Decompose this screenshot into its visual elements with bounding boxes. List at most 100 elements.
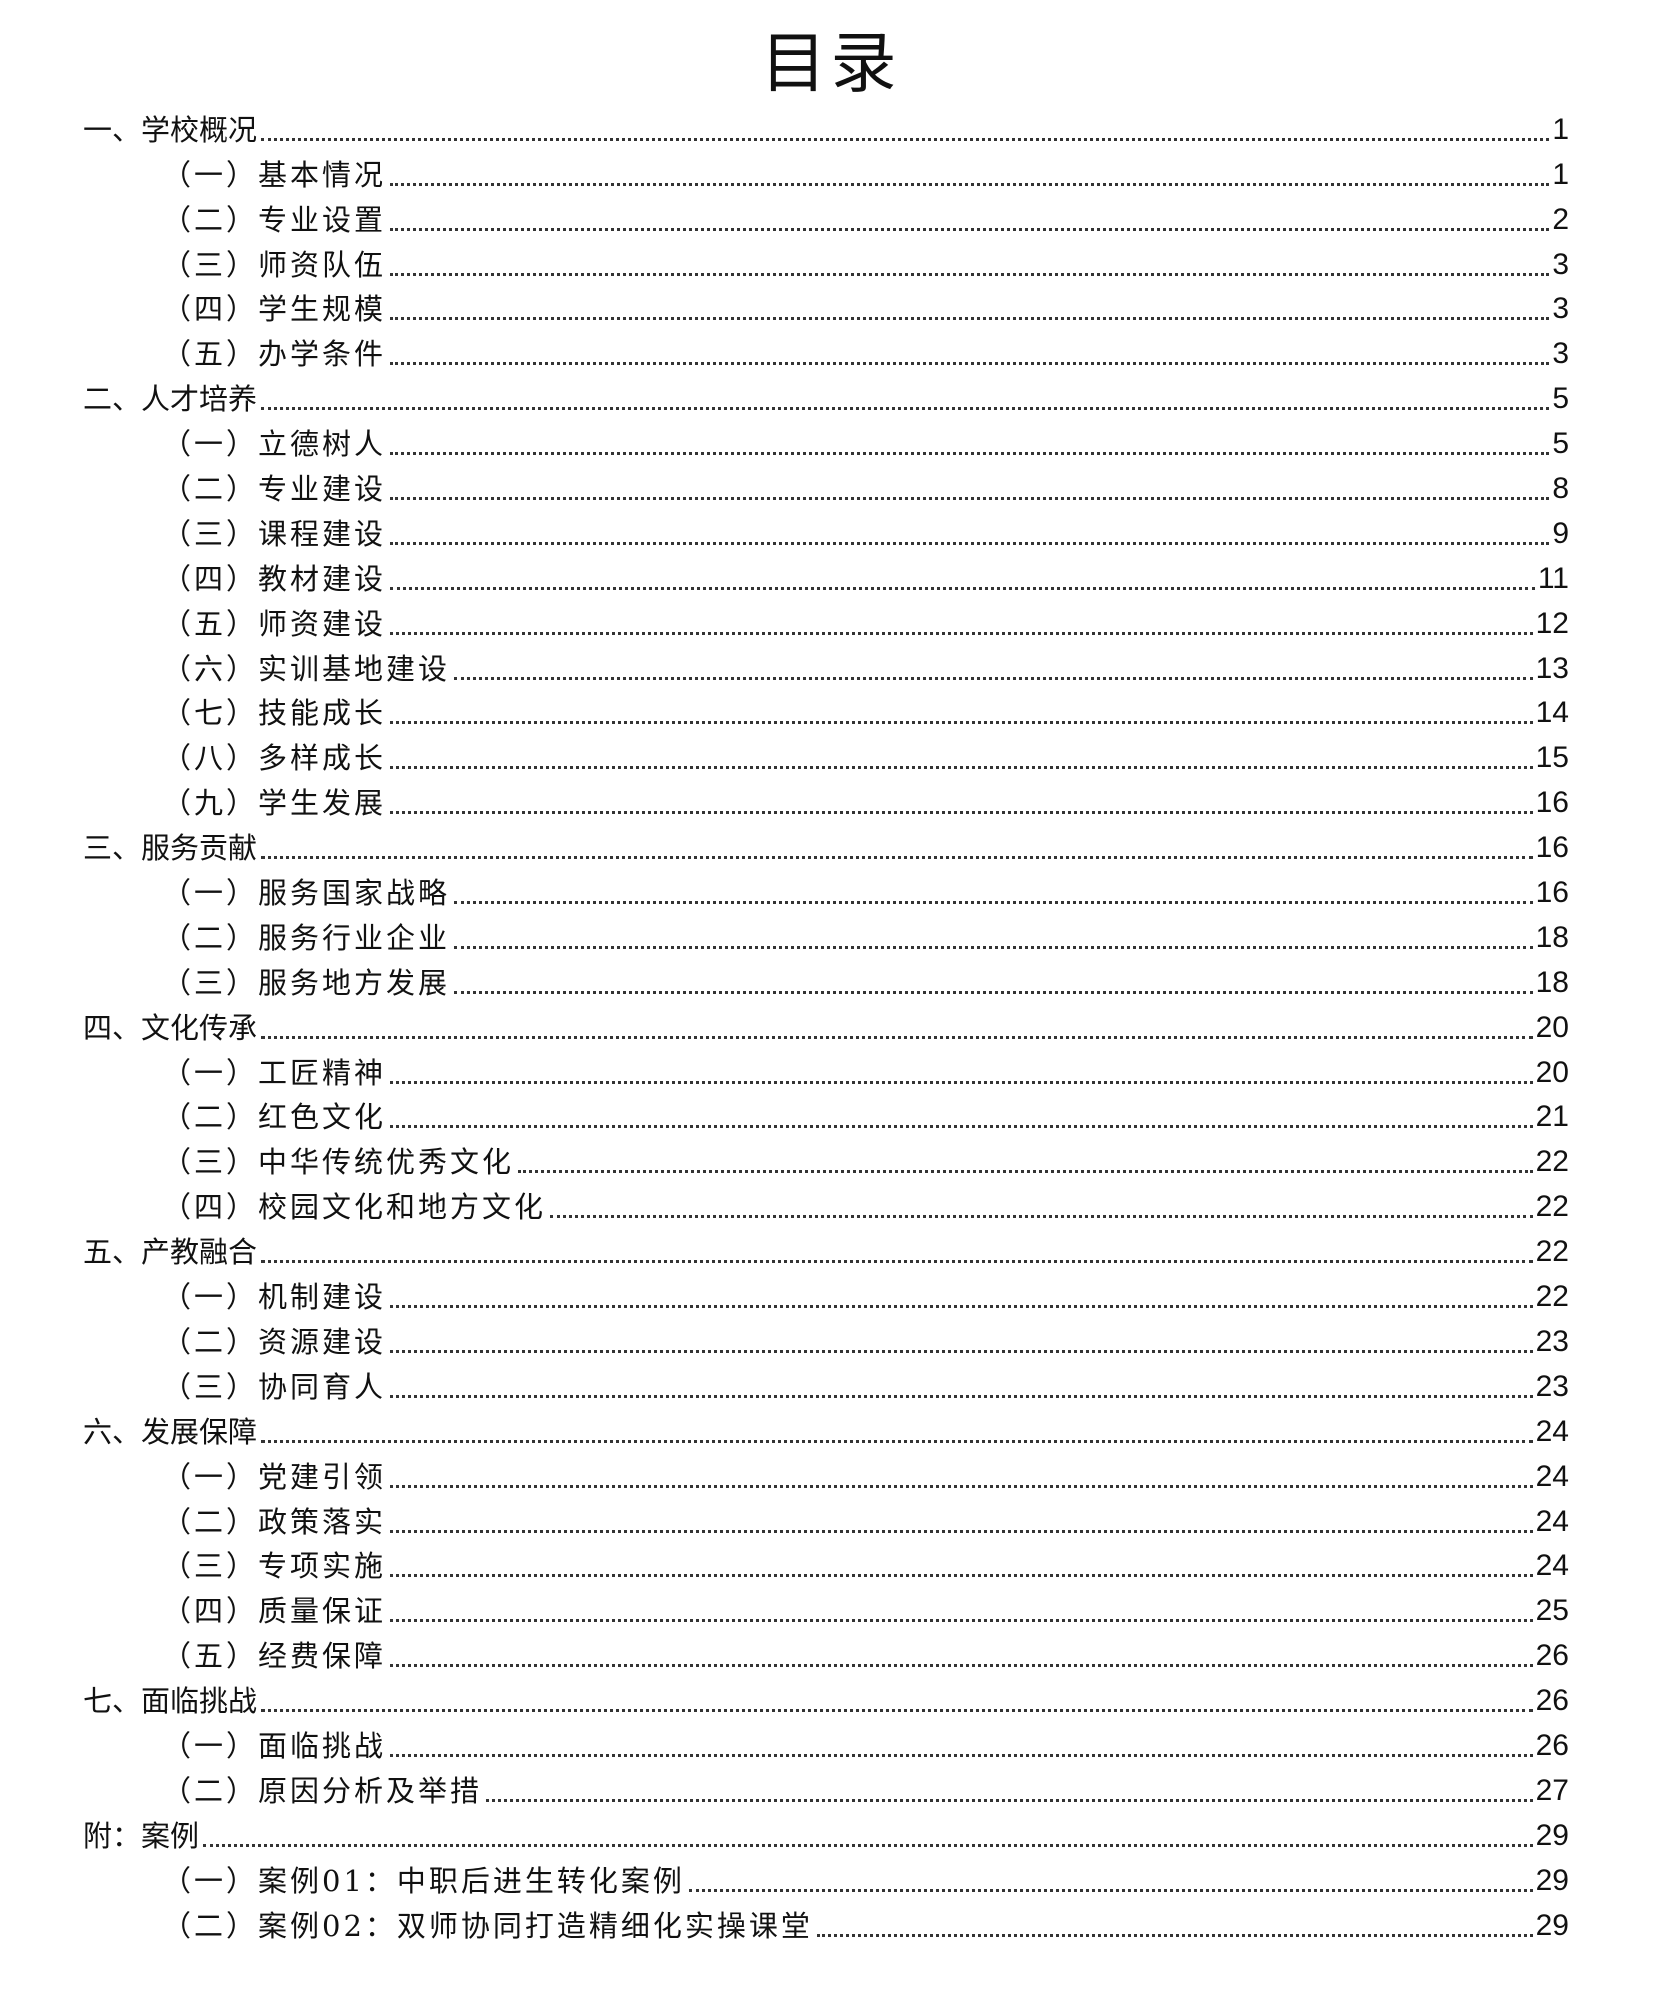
toc-subsection-entry[interactable]: （四）教材建设 11	[83, 556, 1569, 601]
toc-subsection-entry[interactable]: （三）课程建设 9	[83, 511, 1569, 556]
toc-subsection-entry[interactable]: （三）师资队伍 3	[83, 242, 1569, 287]
toc-entry-label: （一）党建引领	[162, 1459, 387, 1494]
toc-subsection-entry[interactable]: （八）多样成长 15	[83, 735, 1569, 780]
toc-page-number: 29	[1535, 1908, 1569, 1942]
toc-subsection-entry[interactable]: （二）案例02：双师协同打造精细化实操课堂 29	[83, 1903, 1569, 1948]
dot-leader	[390, 362, 1550, 366]
toc-page-number: 24	[1535, 1549, 1569, 1583]
dot-leader	[390, 272, 1550, 276]
toc-subsection-entry[interactable]: （二）服务行业企业 18	[83, 915, 1569, 960]
toc-page-number: 3	[1552, 292, 1569, 326]
dot-leader	[518, 1170, 1533, 1174]
dot-leader	[390, 811, 1533, 815]
toc-entry-label: （二）服务行业企业	[162, 920, 451, 955]
toc-entry-label: （五）办学条件	[162, 337, 387, 372]
toc-page-number: 22	[1535, 1190, 1569, 1224]
dot-leader	[261, 137, 1550, 141]
toc-subsection-entry[interactable]: （一）基本情况 1	[83, 152, 1569, 197]
dot-leader	[390, 317, 1550, 321]
toc-page-number: 15	[1535, 741, 1569, 775]
toc-page-number: 8	[1552, 472, 1569, 506]
dot-leader	[550, 1215, 1533, 1219]
toc-entry-label: 一、学校概况	[83, 112, 258, 147]
toc-subsection-entry[interactable]: （四）学生规模 3	[83, 287, 1569, 332]
dot-leader	[261, 1709, 1533, 1713]
toc-entry-label: （三）服务地方发展	[162, 965, 451, 1000]
toc-entry-label: （四）教材建设	[162, 561, 387, 596]
toc-subsection-entry[interactable]: （一）面临挑战 26	[83, 1723, 1569, 1768]
toc-subsection-entry[interactable]: （二）专业建设 8	[83, 466, 1569, 511]
toc-subsection-entry[interactable]: （六）实训基地建设 13	[83, 646, 1569, 691]
toc-page-number: 12	[1535, 606, 1569, 640]
toc-subsection-entry[interactable]: （一）工匠精神 20	[83, 1050, 1569, 1095]
toc-entry-label: （二）政策落实	[162, 1504, 387, 1539]
dot-leader	[390, 1080, 1533, 1084]
dot-leader	[390, 721, 1533, 725]
toc-page-number: 22	[1535, 1235, 1569, 1269]
toc-subsection-entry[interactable]: （二）资源建设 23	[83, 1319, 1569, 1364]
toc-section-entry[interactable]: 六、发展保障 24	[83, 1409, 1569, 1454]
toc-page-number: 20	[1535, 1055, 1569, 1089]
toc-subsection-entry[interactable]: （一）案例01：中职后进生转化案例 29	[83, 1858, 1569, 1903]
toc-subsection-entry[interactable]: （三）中华传统优秀文化 22	[83, 1139, 1569, 1184]
toc-page-number: 24	[1535, 1414, 1569, 1448]
toc-page-number: 11	[1537, 561, 1569, 595]
toc-subsection-entry[interactable]: （一）立德树人 5	[83, 421, 1569, 466]
toc-subsection-entry[interactable]: （七）技能成长 14	[83, 691, 1569, 736]
toc-entry-label: （二）专业设置	[162, 202, 387, 237]
toc-subsection-entry[interactable]: （二）政策落实 24	[83, 1499, 1569, 1544]
toc-page-number: 1	[1552, 157, 1569, 191]
toc-entry-label: （一）服务国家战略	[162, 876, 451, 911]
toc-subsection-entry[interactable]: （二）红色文化 21	[83, 1095, 1569, 1140]
toc-section-entry[interactable]: 二、人才培养 5	[83, 376, 1569, 421]
dot-leader	[390, 452, 1550, 456]
dot-leader	[390, 1574, 1533, 1578]
toc-page-number: 16	[1535, 831, 1569, 865]
toc-subsection-entry[interactable]: （五）办学条件 3	[83, 331, 1569, 376]
toc-section-entry[interactable]: 一、学校概况 1	[83, 107, 1569, 152]
toc-subsection-entry[interactable]: （四）质量保证 25	[83, 1588, 1569, 1633]
toc-section-entry[interactable]: 五、产教融合 22	[83, 1229, 1569, 1274]
toc-subsection-entry[interactable]: （三）服务地方发展 18	[83, 960, 1569, 1005]
toc-subsection-entry[interactable]: （一）党建引领 24	[83, 1454, 1569, 1499]
toc-subsection-entry[interactable]: （二）专业设置 2	[83, 197, 1569, 242]
toc-subsection-entry[interactable]: （一）机制建设 22	[83, 1274, 1569, 1319]
dot-leader	[390, 766, 1533, 770]
page-title: 目录	[760, 25, 901, 102]
toc-entry-label: （一）案例01：中职后进生转化案例	[162, 1863, 685, 1898]
toc-subsection-entry[interactable]: （四）校园文化和地方文化 22	[83, 1184, 1569, 1229]
toc-entry-label: （二）红色文化	[162, 1100, 387, 1135]
toc-entry-label: （二）专业建设	[162, 472, 387, 507]
toc-subsection-entry[interactable]: （二）原因分析及举措 27	[83, 1768, 1569, 1813]
dot-leader	[486, 1798, 1533, 1802]
toc-page-number: 3	[1552, 337, 1569, 371]
dot-leader	[390, 631, 1533, 635]
toc-page-number: 26	[1535, 1639, 1569, 1673]
dot-leader	[261, 1035, 1533, 1039]
dot-leader	[390, 541, 1550, 545]
toc-page-number: 9	[1552, 516, 1569, 550]
toc-entry-label: 六、发展保障	[83, 1414, 258, 1449]
toc-page-number: 20	[1535, 1010, 1569, 1044]
toc-section-entry[interactable]: 四、文化传承 20	[83, 1005, 1569, 1050]
toc-section-entry[interactable]: 七、面临挑战 26	[83, 1678, 1569, 1723]
toc-page-number: 29	[1535, 1818, 1569, 1852]
dot-leader	[203, 1843, 1533, 1847]
toc-subsection-entry[interactable]: （五）经费保障 26	[83, 1633, 1569, 1678]
toc-entry-label: （四）质量保证	[162, 1594, 387, 1629]
toc-page-number: 13	[1535, 651, 1569, 685]
toc-subsection-entry[interactable]: （九）学生发展 16	[83, 780, 1569, 825]
toc-subsection-entry[interactable]: （一）服务国家战略 16	[83, 870, 1569, 915]
dot-leader	[261, 856, 1533, 860]
toc-section-entry[interactable]: 附：案例 29	[83, 1813, 1569, 1858]
toc-page-number: 3	[1552, 247, 1569, 281]
toc-entry-label: （二）资源建设	[162, 1324, 387, 1359]
dot-leader	[390, 182, 1550, 186]
toc-entry-label: （二）案例02：双师协同打造精细化实操课堂	[162, 1908, 813, 1943]
toc-subsection-entry[interactable]: （三）协同育人 23	[83, 1364, 1569, 1409]
dot-leader	[390, 586, 1535, 590]
toc-subsection-entry[interactable]: （三）专项实施 24	[83, 1544, 1569, 1589]
toc-page-number: 24	[1535, 1459, 1569, 1493]
toc-section-entry[interactable]: 三、服务贡献 16	[83, 825, 1569, 870]
toc-subsection-entry[interactable]: （五）师资建设 12	[83, 601, 1569, 646]
